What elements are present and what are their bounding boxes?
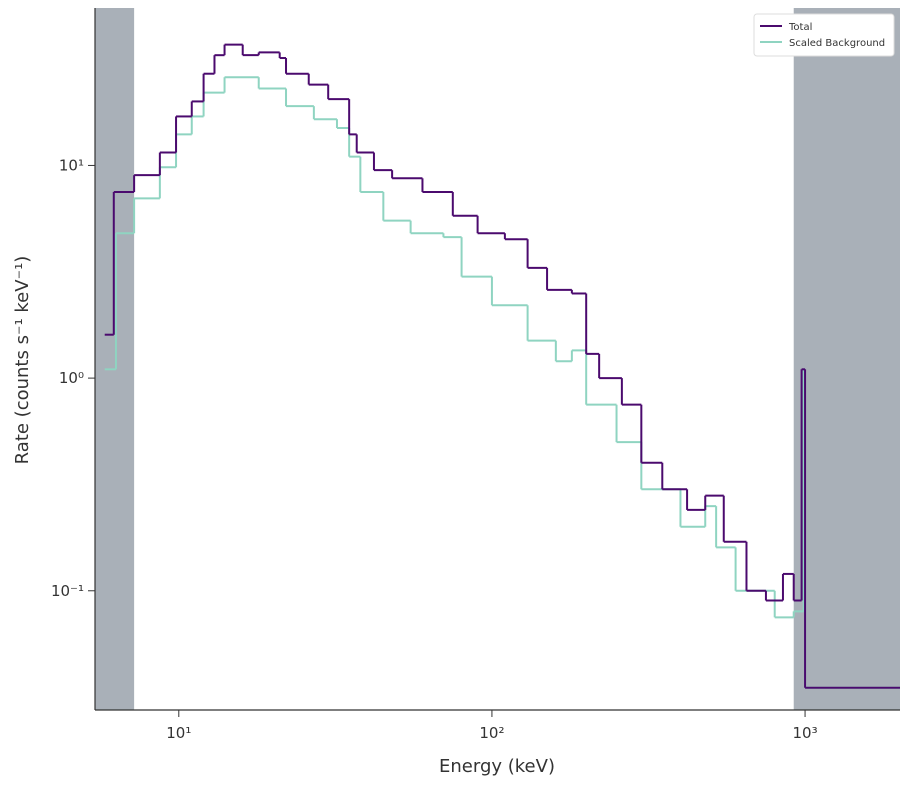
y-axis-label: Rate (counts s⁻¹ keV⁻¹) <box>12 256 33 465</box>
x-tick-label: 10³ <box>793 724 818 742</box>
excluded-range <box>793 8 900 710</box>
y-tick-label: 10⁻¹ <box>51 582 84 600</box>
series <box>104 43 900 689</box>
excluded-range <box>95 8 135 710</box>
legend-label: Scaled Background <box>789 38 885 49</box>
x-axis-label: Energy (keV) <box>439 756 555 777</box>
x-tick-label: 10² <box>479 724 504 742</box>
series <box>104 76 900 689</box>
y-tick-label: 10¹ <box>59 156 84 174</box>
x-tick-label: 10¹ <box>166 724 191 742</box>
legend-box <box>753 13 895 57</box>
legend-label: Total <box>788 22 812 33</box>
y-tick-label: 10⁰ <box>59 369 84 387</box>
